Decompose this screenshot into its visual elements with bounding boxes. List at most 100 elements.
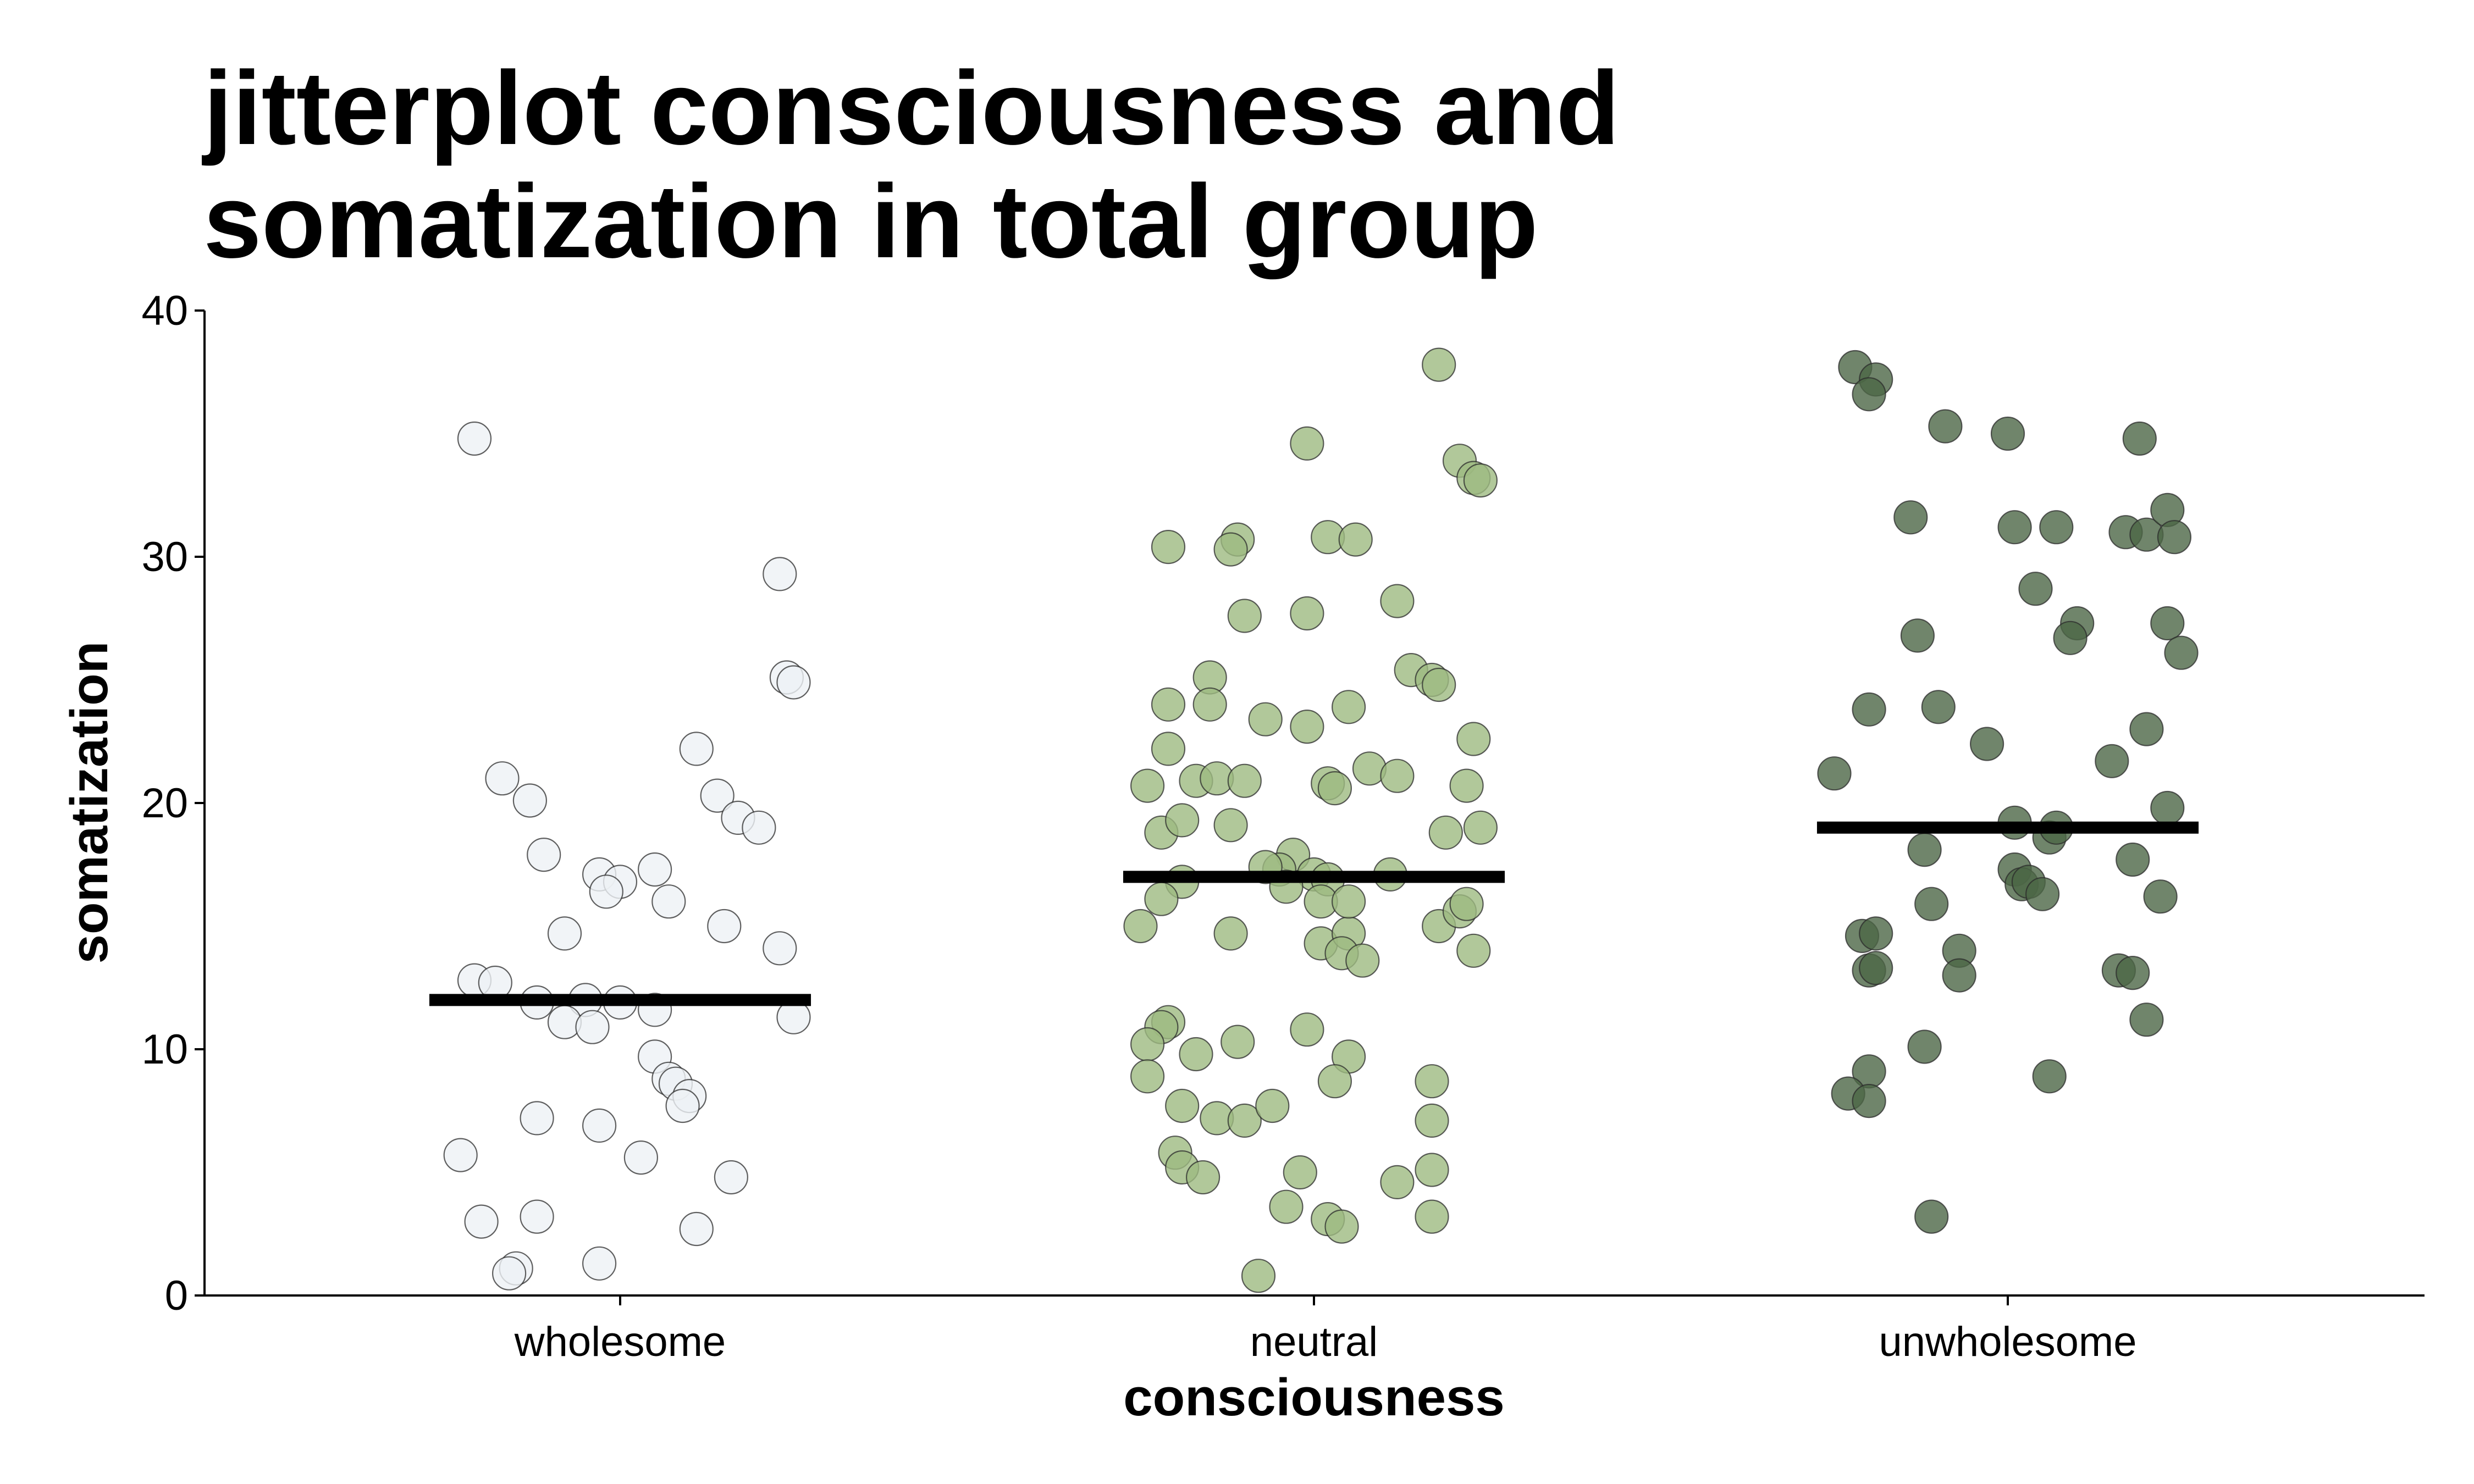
data-point [464, 1204, 499, 1239]
y-tick-label: 20 [141, 780, 188, 827]
data-point [1221, 1025, 1255, 1059]
data-point [1380, 1165, 1415, 1199]
data-point [2025, 877, 2060, 911]
data-point [1970, 727, 2004, 761]
data-point [1290, 1012, 1324, 1047]
data-point [527, 837, 561, 872]
data-point [1463, 810, 1498, 845]
data-point [1192, 687, 1227, 722]
y-axis-ticks: 0 10 20 30 40 [141, 287, 205, 1319]
data-point [2018, 572, 2053, 606]
data-point [1449, 887, 1484, 921]
data-point [1317, 771, 1352, 806]
data-point [2053, 621, 2088, 655]
data-point [2150, 790, 2185, 826]
data-point [1422, 347, 1456, 382]
data-point [2095, 744, 2129, 778]
data-point [1859, 916, 1893, 951]
data-point [1179, 1037, 1213, 1072]
data-point [2157, 520, 2191, 555]
data-point [1817, 756, 1852, 791]
data-point [1456, 722, 1491, 756]
data-point [2032, 1059, 2067, 1094]
data-point [700, 778, 735, 813]
data-point [1213, 808, 1248, 843]
data-point [1332, 690, 1366, 724]
data-point [512, 783, 548, 818]
chart-title-line-1: jitterplot consciousness and [202, 50, 1620, 167]
data-point [1415, 1153, 1449, 1187]
y-tick-label: 10 [141, 1026, 188, 1073]
data-point [1852, 1083, 1886, 1118]
data-point [1415, 1064, 1449, 1099]
chart-title-line-2: somatization in total group [203, 163, 1538, 280]
data-point [714, 1160, 749, 1195]
y-tick-label: 0 [165, 1272, 188, 1319]
data-point [1227, 1103, 1262, 1138]
data-point [1907, 832, 1942, 867]
data-point [1283, 1155, 1317, 1190]
data-point [1290, 709, 1324, 744]
data-point [547, 916, 582, 951]
data-point [1227, 763, 1262, 798]
data-point [2122, 421, 2157, 456]
x-tick-label: neutral [1250, 1319, 1378, 1365]
data-point [1345, 943, 1380, 978]
data-point [575, 1010, 610, 1044]
data-point [1338, 522, 1373, 557]
data-point [1928, 409, 1963, 444]
data-point [1990, 416, 2025, 451]
data-point [1165, 803, 1200, 838]
data-point [1997, 510, 2032, 545]
data-point [582, 1246, 617, 1281]
data-point [492, 1256, 527, 1291]
data-point [1893, 500, 1928, 535]
data-point [1324, 1209, 1359, 1244]
data-point [1186, 1160, 1221, 1195]
data-point [679, 732, 714, 766]
data-point [1859, 951, 1893, 985]
data-point [1415, 1199, 1449, 1234]
data-point [1130, 1059, 1165, 1094]
data-point [520, 1199, 554, 1234]
data-point [1456, 933, 1491, 968]
data-point [1165, 1088, 1200, 1123]
data-point [1123, 909, 1158, 944]
data-point [1907, 1029, 1942, 1064]
data-point [1248, 702, 1283, 737]
y-axis-title: somatization [60, 641, 119, 964]
data-point [2129, 712, 2164, 746]
data-point [1290, 426, 1324, 461]
data-point [637, 852, 672, 887]
data-point [1914, 1199, 1949, 1234]
x-axis-title: consciousness [1123, 1368, 1505, 1427]
data-point [679, 1211, 714, 1247]
data-point [1144, 882, 1179, 916]
data-point [1317, 1064, 1352, 1099]
data-point [1852, 692, 1886, 727]
data-point [1227, 599, 1262, 633]
data-point [1852, 377, 1886, 412]
data-point [1213, 532, 1248, 567]
data-point [1380, 584, 1415, 618]
data-point [1151, 529, 1186, 564]
data-point [1380, 758, 1415, 793]
data-point [1900, 618, 1935, 653]
data-point [651, 884, 686, 919]
data-point [582, 1108, 617, 1143]
data-point [1290, 596, 1324, 631]
y-tick-label: 40 [141, 287, 188, 334]
data-point [1241, 1259, 1276, 1293]
chart-title: jitterplot consciousness and somatizatio… [202, 50, 1620, 280]
data-point [443, 1138, 478, 1172]
data-point [1415, 1103, 1449, 1138]
data-point [1130, 768, 1165, 803]
data-point [1428, 815, 1463, 850]
data-point [1921, 690, 1956, 724]
data-point [665, 1088, 700, 1123]
x-tick-label: unwholesome [1879, 1319, 2137, 1365]
data-point [1130, 1027, 1165, 1062]
data-point [1151, 732, 1186, 766]
data-point [457, 421, 492, 456]
data-point [1213, 916, 1248, 951]
